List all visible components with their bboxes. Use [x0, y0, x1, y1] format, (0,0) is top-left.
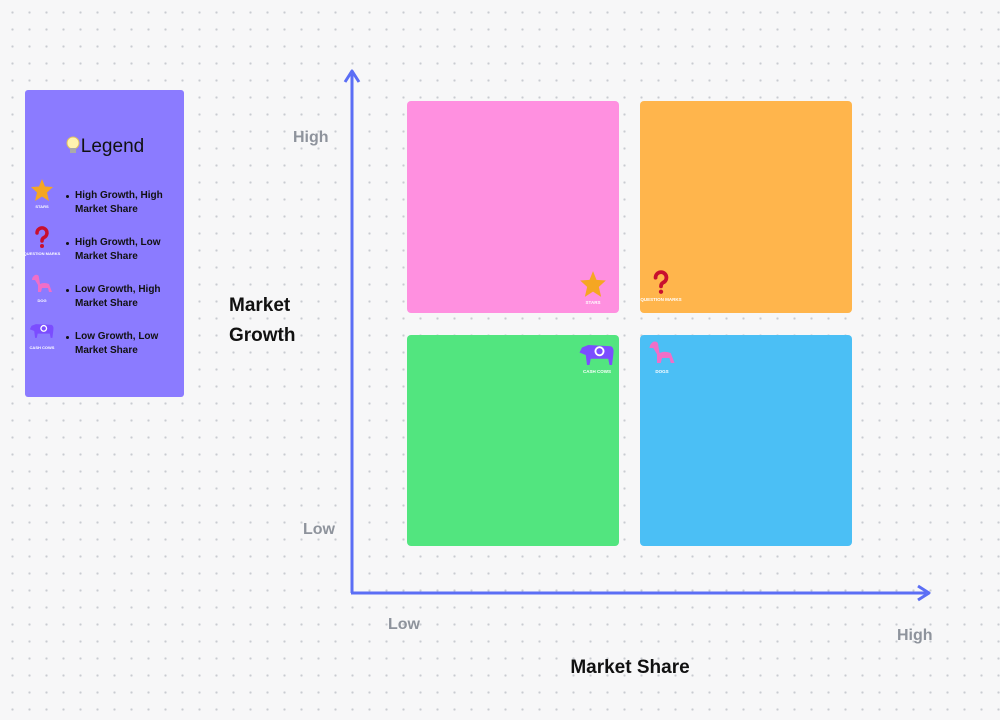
quadrant-label: STARS [585, 300, 601, 305]
legend-text: High Growth, Low Market Share [66, 236, 180, 264]
quadrant-cash-cows [407, 335, 619, 546]
y-axis-title: Market Growth [229, 295, 296, 346]
legend-title-text: Legend [80, 136, 145, 157]
legend-text: Low Growth, Low Market Share [66, 330, 180, 358]
y-high-label: High [293, 129, 329, 146]
quadrant-dogs [640, 335, 852, 546]
legend-item: QUESTION MARKS High Growth, Low Market Sh… [24, 236, 184, 279]
legend-item: CASH COWS Low Growth, Low Market Share [25, 333, 184, 373]
legend-item: STARS High Growth, High Market Share [25, 192, 184, 232]
y-low-label: Low [303, 521, 335, 538]
x-high-label: High [897, 627, 933, 644]
icon-label: STARS [35, 204, 49, 209]
quadrant-label: CASH COWS [583, 369, 611, 374]
x-arrow [917, 584, 931, 602]
x-axis-title: Market Share [570, 657, 690, 678]
legend-title: Legend [25, 136, 184, 158]
quadrant-question-marks [640, 101, 852, 313]
quadrant-stars [407, 101, 619, 313]
icon-label: QUESTION MARKS [23, 251, 61, 256]
quadrant-label: DOGS [655, 369, 669, 374]
icon-label: CASH COWS [29, 345, 55, 350]
legend-item: DOG Low Growth, High Market Share [25, 286, 184, 326]
legend-panel: Legend STARS High Growth, High Market Sha… [24, 90, 184, 397]
icon-label: DOG [37, 298, 47, 303]
legend-text: High Growth, High Market Share [66, 189, 180, 217]
legend-text: Low Growth, High Market Share [66, 283, 180, 311]
x-low-label: Low [388, 616, 420, 633]
quadrant-label: QUESTION MARKS [640, 297, 682, 302]
bulb-icon [66, 136, 80, 153]
y-arrow [343, 69, 361, 83]
